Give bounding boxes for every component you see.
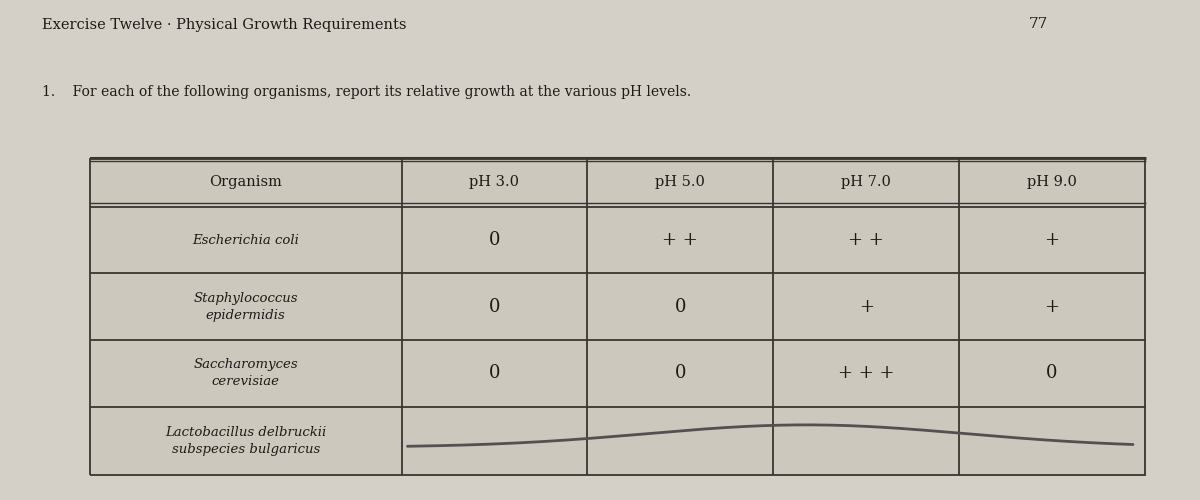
Text: 0: 0 xyxy=(1046,364,1057,382)
Text: +: + xyxy=(1044,298,1060,316)
Text: subspecies bulgaricus: subspecies bulgaricus xyxy=(172,443,320,456)
Text: +: + xyxy=(1044,231,1060,249)
Text: 0: 0 xyxy=(488,298,500,316)
Text: +: + xyxy=(859,298,874,316)
Text: Exercise Twelve · Physical Growth Requirements: Exercise Twelve · Physical Growth Requir… xyxy=(42,18,407,32)
Text: + + +: + + + xyxy=(838,364,894,382)
Text: + +: + + xyxy=(848,231,884,249)
Text: 0: 0 xyxy=(488,231,500,249)
Text: pH 7.0: pH 7.0 xyxy=(841,175,892,189)
Text: epidermidis: epidermidis xyxy=(206,308,286,322)
Text: 1.    For each of the following organisms, report its relative growth at the var: 1. For each of the following organisms, … xyxy=(42,85,691,99)
Text: pH 9.0: pH 9.0 xyxy=(1027,175,1076,189)
Text: + +: + + xyxy=(662,231,698,249)
Text: pH 5.0: pH 5.0 xyxy=(655,175,706,189)
Text: 0: 0 xyxy=(674,364,686,382)
Text: cerevisiae: cerevisiae xyxy=(211,376,280,388)
Text: 0: 0 xyxy=(674,298,686,316)
Text: Staphylococcus: Staphylococcus xyxy=(193,292,298,304)
Text: Saccharomyces: Saccharomyces xyxy=(193,358,298,372)
Text: Lactobacillus delbruckii: Lactobacillus delbruckii xyxy=(166,426,326,439)
Text: 77: 77 xyxy=(1028,18,1048,32)
Text: pH 3.0: pH 3.0 xyxy=(469,175,520,189)
Text: Escherichia coli: Escherichia coli xyxy=(192,234,299,246)
Bar xyxy=(90,158,1146,475)
Text: Organism: Organism xyxy=(209,175,282,189)
Text: 0: 0 xyxy=(488,364,500,382)
